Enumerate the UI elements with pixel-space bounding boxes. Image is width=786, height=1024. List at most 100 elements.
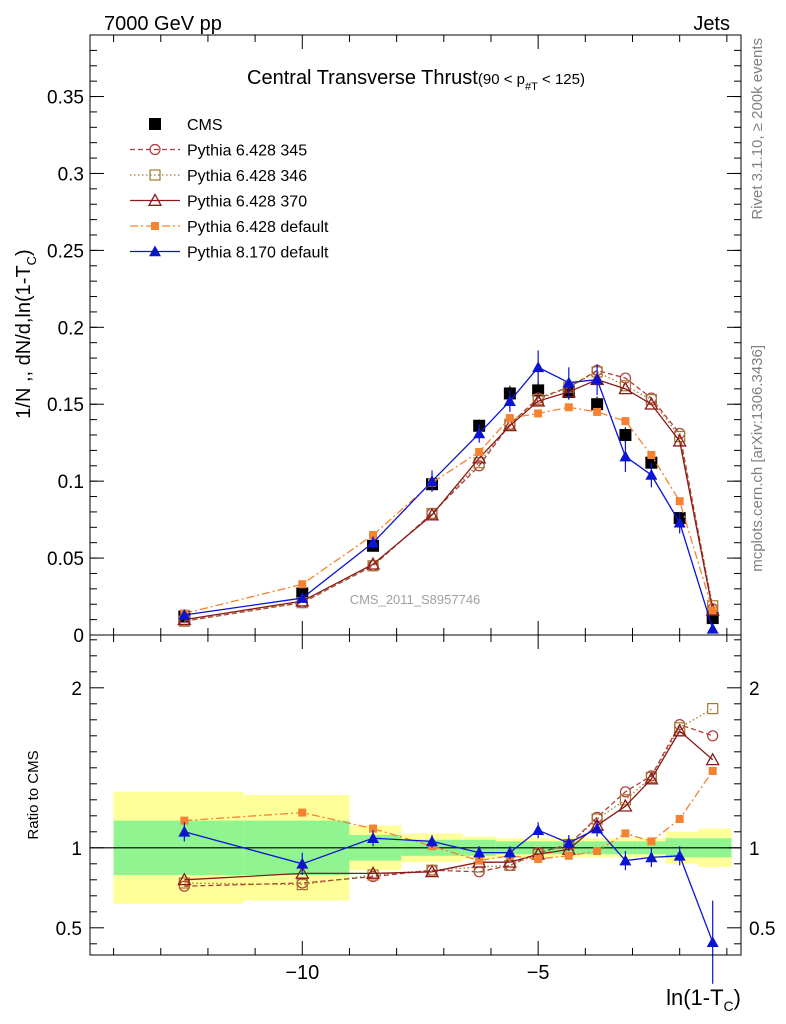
main-y-tick-label: 0.15 — [47, 395, 84, 416]
ratio-data-point — [178, 825, 191, 837]
ratio-data-point — [424, 864, 440, 878]
legend-entry-cms: CMS — [149, 117, 223, 134]
main-y-tick-label: 0.35 — [47, 88, 84, 109]
main-data-point — [178, 609, 191, 620]
main-data-point — [426, 475, 439, 486]
legend-label: Pythia 6.428 370 — [187, 194, 307, 211]
main-data-point — [619, 429, 632, 441]
ratio-y-tick-label-left: 2 — [71, 679, 82, 700]
main-series-line — [184, 371, 714, 622]
legend: CMS Pythia 6.428 345 Pythia 6.428 346 Pythi… — [130, 117, 329, 262]
main-data-point — [564, 403, 573, 412]
legend-entry-p6def: Pythia 6.428 default — [130, 219, 329, 236]
ratio-data-point — [647, 837, 656, 846]
legend-marker — [149, 169, 161, 181]
ratio-data-point — [708, 767, 717, 775]
ratio-y-tick-label-right: 1 — [749, 839, 760, 860]
plot-title-cut-close: < 125) — [538, 71, 585, 88]
ratio-data-point — [180, 816, 189, 825]
ratio-data-point — [532, 824, 545, 835]
legend-label: Pythia 6.428 346 — [187, 168, 307, 185]
ratio-data-point — [675, 815, 684, 823]
rivet-side-label: Rivet 3.1.10, ≥ 200k events — [749, 38, 766, 220]
legend-marker — [149, 118, 161, 130]
ratio-series-line — [184, 723, 713, 887]
ratio-data-point — [673, 849, 686, 861]
main-data-point — [531, 393, 546, 407]
legend-label: Pythia 8.170 default — [187, 245, 329, 262]
main-data-point — [619, 450, 632, 462]
legend-marker — [149, 245, 161, 257]
ratio-y-tick-label-right: 2 — [749, 679, 760, 700]
ratio-plot-marks — [177, 702, 720, 984]
main-data-point — [367, 560, 379, 572]
ratio-data-point — [296, 878, 308, 891]
main-series-line — [184, 366, 714, 630]
ratio-data-point — [473, 846, 486, 858]
ratio-data-point — [619, 786, 632, 798]
main-data-point — [593, 407, 602, 416]
main-series-cms — [178, 382, 719, 625]
main-y-axis-label: 1/N ,, dN/d,ln(1-TC) — [13, 249, 39, 418]
main-data-point — [619, 380, 632, 392]
main-data-point — [472, 450, 487, 464]
main-data-point — [672, 433, 687, 447]
legend-entry-p346: Pythia 6.428 346 — [130, 168, 307, 185]
plot-title-cut: (90 < p — [478, 71, 525, 88]
legend-entry-p345: Pythia 6.428 345 — [130, 143, 307, 160]
legend-marker — [149, 143, 161, 156]
main-y-tick-label: 0.05 — [47, 549, 84, 570]
ratio-data-point — [503, 846, 516, 858]
x-axis-label-subscript: C — [724, 998, 734, 1014]
ratio-data-point — [367, 832, 380, 843]
main-data-point — [532, 361, 545, 373]
ratio-data-point — [707, 730, 719, 742]
main-series-line — [184, 378, 714, 621]
main-data-point — [591, 373, 604, 385]
ratio-data-point — [618, 798, 633, 812]
main-series-p8def — [178, 350, 719, 634]
main-y-axis-label-text: 1/N ,, dN/d,ln(1-T — [13, 265, 35, 418]
legend-label: Pythia 6.428 345 — [187, 143, 307, 160]
main-plot-panel: 0 0.05 0.1 0.15 0.2 0.25 0.3 0.35 CMS_2011_S895… — [47, 34, 742, 647]
main-data-point — [475, 447, 484, 456]
main-data-point — [647, 451, 656, 459]
ratio-data-point — [706, 936, 719, 947]
ratio-data-point — [593, 847, 602, 855]
main-data-point — [621, 417, 630, 426]
main-y-tick-label: 0.2 — [58, 318, 84, 339]
ratio-data-point — [645, 851, 658, 863]
ratio-y-tick-label-right: 0.5 — [749, 919, 775, 940]
ratio-plot-panel: 0.5 0.5 1 1 2 2 −10 −5 — [56, 634, 775, 984]
main-data-point — [473, 427, 486, 439]
main-data-point — [367, 536, 380, 548]
header-right-label: Jets — [693, 13, 730, 35]
ratio-data-point — [295, 866, 310, 879]
main-series-p6def — [180, 403, 717, 618]
ratio-data-point — [619, 854, 632, 866]
main-y-tick-label: 0.1 — [58, 472, 84, 493]
main-y-tick-label: 0 — [73, 626, 84, 647]
main-data-point — [505, 414, 514, 423]
ratio-data-point — [475, 856, 484, 865]
main-series-p346 — [178, 366, 719, 627]
ratio-data-point — [534, 855, 543, 863]
main-series-p370 — [177, 372, 720, 626]
ratio-y-tick-label-left: 1 — [71, 839, 82, 860]
x-axis-label-close: ) — [734, 985, 741, 1010]
ratio-x-tick-label: −10 — [285, 962, 319, 984]
ratio-series-p8def — [178, 820, 719, 984]
ratio-data-point — [619, 794, 632, 806]
main-data-point — [365, 556, 381, 570]
main-series-line — [184, 406, 714, 615]
plot-title-main: Central Transverse Thrust — [247, 67, 478, 89]
ratio-data-point — [621, 829, 630, 838]
ratio-data-point — [369, 824, 378, 833]
main-data-point — [502, 418, 517, 432]
main-data-point — [708, 606, 717, 615]
ratio-y-tick-label-left: 0.5 — [56, 919, 82, 940]
ratio-data-point — [705, 752, 720, 766]
ratio-data-point — [674, 722, 686, 734]
x-axis-label: ln(1-TC) — [666, 985, 741, 1014]
main-data-point — [503, 395, 516, 406]
